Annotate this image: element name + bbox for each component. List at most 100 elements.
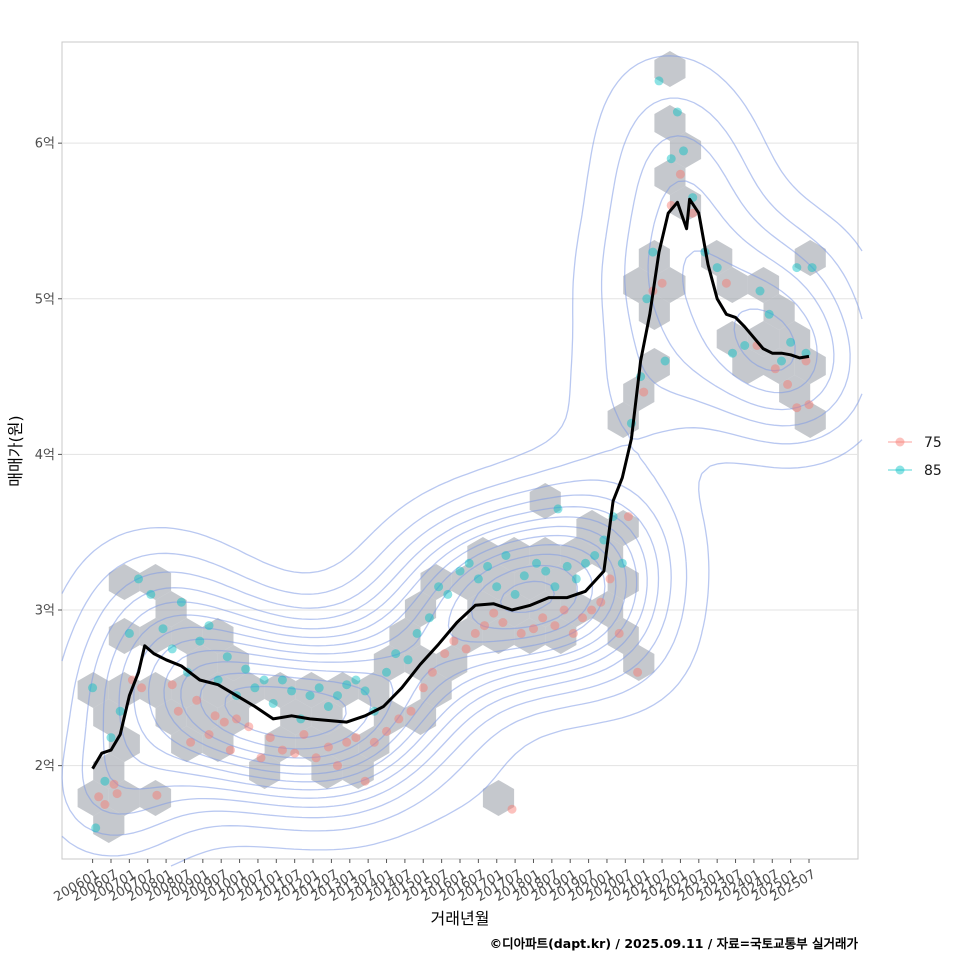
density-contour (224, 580, 556, 739)
trend-line-layer (91, 197, 810, 770)
data-point (299, 730, 309, 739)
hexbin-cell (327, 672, 359, 708)
hexbin-cell (217, 645, 250, 681)
data-point (764, 309, 774, 319)
data-point (786, 337, 796, 347)
legend: 75 85 (888, 435, 942, 479)
data-point (461, 644, 471, 654)
hexbin-cell (654, 159, 686, 195)
data-point (314, 683, 324, 693)
legend-label: 85 (924, 463, 942, 479)
hexbin-cell (467, 537, 499, 573)
data-point (541, 566, 551, 576)
data-point (152, 790, 162, 800)
data-point (225, 745, 235, 755)
gridlines (62, 142, 858, 767)
density-contour (147, 534, 617, 775)
y-tick-label: 2억 (35, 759, 55, 774)
data-point (186, 737, 196, 747)
y-axis-title: 매매가(원) (6, 415, 25, 486)
data-point (100, 776, 110, 786)
data-point (777, 356, 786, 366)
data-point (94, 792, 104, 802)
hexbin-cell (482, 618, 515, 654)
data-point (394, 714, 404, 724)
hexbin-cell (171, 726, 203, 762)
hexbin-cell (451, 564, 483, 600)
data-point (516, 628, 526, 638)
y-tick-label: 4억 (35, 448, 55, 463)
data-point (427, 667, 437, 677)
data-point (449, 636, 459, 646)
data-point (100, 800, 110, 809)
hexbin-cell (311, 699, 343, 735)
legend-item-85: 85 (888, 463, 942, 479)
data-point (382, 667, 391, 677)
data-point (654, 76, 664, 86)
data-point (124, 628, 134, 638)
data-point (244, 722, 254, 732)
data-point (755, 286, 765, 296)
hexbin-cell (669, 132, 702, 168)
hexbin-cell (420, 564, 452, 600)
data-point (351, 675, 361, 685)
hexbin-cell (451, 618, 483, 654)
data-point (158, 624, 168, 634)
data-point (605, 574, 615, 584)
x-axis-title: 거래년월 (431, 909, 490, 928)
data-point (167, 644, 177, 654)
hexbin-cell (108, 726, 140, 762)
hexbin-cell (592, 537, 624, 573)
data-point (323, 742, 333, 752)
data-point (596, 597, 606, 607)
y-axis: 2억 3억 4억 5억 6억 (35, 137, 62, 774)
data-point (106, 733, 116, 743)
data-point (688, 208, 698, 218)
data-point (740, 341, 750, 350)
density-contour (199, 564, 578, 750)
data-point (342, 680, 352, 690)
data-point (176, 597, 186, 607)
data-point (578, 613, 587, 623)
data-point (112, 789, 122, 799)
y-tick-label: 5억 (35, 292, 55, 307)
data-point (590, 551, 600, 560)
y-tick-label: 3억 (35, 604, 55, 619)
hexbin-cell (763, 294, 795, 330)
data-point (804, 400, 814, 410)
data-point (241, 664, 251, 674)
data-point (507, 804, 517, 814)
hexbin-cell (264, 672, 296, 708)
density-contour (180, 553, 594, 759)
trend-line (91, 197, 810, 770)
hexbin-cell (93, 699, 125, 735)
data-point (633, 667, 643, 677)
density-contour (81, 180, 835, 815)
hexbin-cell (139, 780, 172, 816)
hexbin-cell (186, 645, 218, 681)
hexbin-cell (202, 618, 234, 654)
hexbin-cell (794, 402, 826, 438)
data-point (532, 558, 541, 568)
data-point (333, 691, 342, 701)
data-point (88, 683, 98, 693)
data-point (403, 655, 413, 665)
data-point (213, 675, 223, 685)
data-point (712, 263, 722, 273)
data-point (173, 706, 183, 716)
data-point (360, 776, 370, 786)
data-point (501, 551, 511, 560)
hexbin-cell (638, 294, 670, 330)
data-point (480, 621, 489, 631)
hexbin-cell (108, 564, 140, 600)
data-point (473, 574, 483, 584)
data-point (290, 748, 300, 758)
data-point (617, 558, 627, 568)
data-point (587, 605, 597, 615)
hexbin-cell (576, 510, 608, 546)
hexbin-cell (763, 348, 795, 384)
data-point (581, 558, 590, 568)
data-point (642, 294, 652, 304)
hexbin-layer (77, 51, 826, 843)
data-point (792, 263, 802, 273)
